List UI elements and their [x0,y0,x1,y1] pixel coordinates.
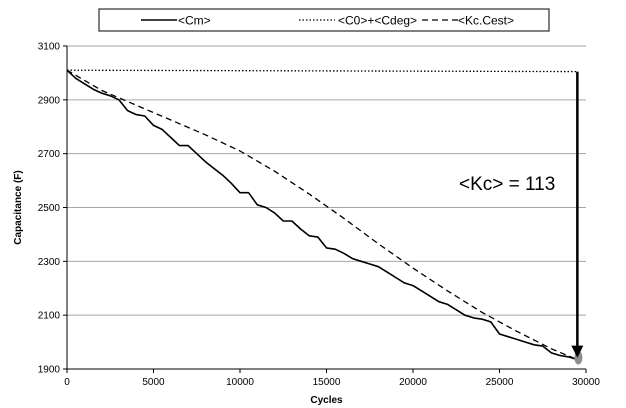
grid [67,45,586,316]
annotation-text: <Kc> = 113 [459,174,555,195]
legend: <Cm> <C0>+<Cdeg> <Kc.Cest> [98,8,550,32]
x-tick-label: 25000 [486,377,514,388]
annotation: <Kc> = 113 [459,71,584,358]
x-tick-label: 10000 [226,377,254,388]
y-tick-label: 2900 [38,95,61,106]
x-tick-label: 30000 [572,377,600,388]
y-tick-label: 2700 [38,149,61,160]
y-tick-label: 2100 [38,311,61,322]
x-tick-label: 5000 [142,377,165,388]
x-tick-label: 15000 [313,377,341,388]
legend-label: <Kc.Cest> [458,14,514,28]
y-tick-label: 2500 [38,203,61,214]
y-tick-label: 2300 [38,257,61,268]
x-tick-label: 0 [64,377,70,388]
legend-label: <C0>+<Cdeg> [338,14,417,28]
x-axis-title: Cycles [310,395,343,406]
y-tick-label: 1900 [38,365,61,376]
annotation-arrow-head [571,345,584,358]
x-tick-label: 20000 [399,377,427,388]
series-line [66,69,578,73]
series-line [66,69,578,361]
series-layer [66,69,583,365]
ticks: 1900 2100 2300 2500 2700 2900 3100 0 5000 10000 15… [38,42,601,389]
series-line [66,69,578,361]
legend-label: <Cm> [178,14,211,28]
y-tick-label: 3100 [38,42,61,53]
y-axis-title: Capacitance (F) [13,170,24,244]
